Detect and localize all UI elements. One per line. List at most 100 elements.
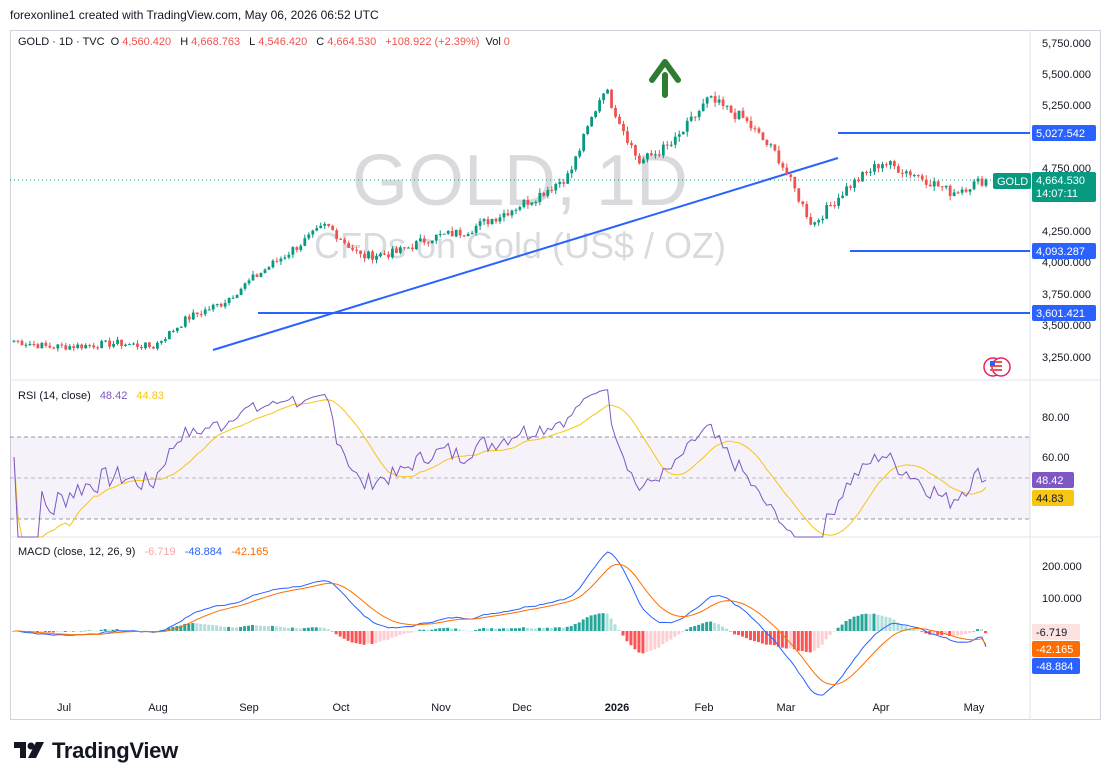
- candle-body: [896, 166, 900, 173]
- candle-body: [789, 174, 793, 177]
- candle-body: [116, 339, 119, 344]
- macd-histogram-bar: [980, 629, 984, 631]
- rsi-pane[interactable]: [13, 389, 987, 538]
- candle-body: [542, 192, 546, 196]
- candle-body: [163, 339, 167, 342]
- macd-histogram-bar: [685, 629, 689, 631]
- candle-body: [502, 213, 506, 218]
- macd-histogram-bar: [772, 631, 776, 646]
- macd-histogram-bar: [816, 631, 820, 649]
- macd-histogram-bar: [641, 631, 645, 654]
- macd-histogram-bar: [812, 631, 816, 651]
- macd-histogram-bar: [521, 627, 525, 631]
- symbol-label[interactable]: GOLD · 1D · TVC: [18, 36, 105, 48]
- macd-histogram-bar: [179, 625, 183, 631]
- candle-body: [869, 171, 872, 173]
- time-axis-label: Nov: [431, 702, 451, 714]
- macd-histogram-bar: [203, 624, 207, 631]
- macd-histogram-bar: [920, 631, 924, 632]
- candle-body: [972, 181, 976, 190]
- candle-body: [76, 344, 80, 349]
- candle-body: [275, 260, 279, 262]
- macd-histogram-bar: [764, 631, 768, 645]
- candle-body: [259, 273, 263, 277]
- macd-tick-label: 100.000: [1042, 593, 1082, 605]
- macd-histogram-bar: [768, 631, 772, 645]
- candle-body: [669, 144, 673, 146]
- candle-body: [64, 345, 68, 350]
- candle-body: [948, 185, 952, 196]
- candle-body: [331, 225, 335, 231]
- macd-histogram-bar: [370, 631, 374, 644]
- macd-histogram-bar: [633, 631, 637, 650]
- macd-histogram-bar: [243, 626, 247, 631]
- candle-body: [215, 303, 219, 305]
- candle-body: [88, 345, 92, 347]
- macd-histogram-bar: [71, 631, 75, 632]
- rsi-title[interactable]: RSI (14, close): [18, 390, 91, 402]
- candle-body: [20, 340, 24, 346]
- candle-body: [271, 260, 275, 268]
- candle-body: [434, 234, 438, 241]
- candle-body: [92, 345, 96, 348]
- candle-body: [598, 100, 601, 112]
- candle-body: [845, 186, 848, 196]
- time-axis-label: Jul: [57, 702, 71, 714]
- candle-body: [761, 132, 765, 140]
- candle-body: [16, 340, 20, 342]
- macd-title[interactable]: MACD (close, 12, 26, 9): [18, 546, 136, 558]
- macd-histogram-bar: [968, 631, 972, 634]
- candle-body: [410, 247, 414, 250]
- candle-body: [908, 171, 912, 176]
- macd-histogram-bar: [426, 629, 430, 631]
- us-flag-icon[interactable]: [983, 357, 1011, 377]
- candle-body: [291, 247, 295, 255]
- macd-histogram-bar: [956, 631, 960, 636]
- candle-body: [626, 131, 629, 143]
- candle-body: [964, 189, 968, 192]
- candle-body: [518, 207, 522, 210]
- macd-histogram-bar: [561, 627, 565, 631]
- ascending-trendline[interactable]: [212, 157, 839, 351]
- macd-histogram-bar: [952, 631, 956, 636]
- macd-histogram-bar: [322, 627, 326, 631]
- macd-histogram-bar: [756, 631, 760, 643]
- macd-histogram-bar: [601, 613, 605, 631]
- macd-histogram-bar: [87, 630, 91, 631]
- candle-body: [152, 346, 155, 349]
- candle-body: [454, 229, 458, 237]
- macd-histogram-bar: [191, 623, 195, 631]
- candle-body: [610, 89, 613, 108]
- countdown-tag: 14:07:11: [1036, 188, 1078, 200]
- candle-body: [367, 251, 370, 259]
- macd-histogram-bar: [792, 631, 796, 650]
- candle-body: [458, 229, 462, 236]
- candle-body: [263, 269, 267, 274]
- macd-histogram-bar: [39, 631, 43, 633]
- last-price-tag-bg: [1032, 172, 1096, 202]
- macd-pane[interactable]: [12, 551, 988, 696]
- candle-body: [661, 144, 665, 156]
- candle-body: [207, 309, 211, 311]
- macd-histogram-bar: [302, 628, 306, 631]
- macd-histogram-bar: [262, 625, 266, 631]
- candle-body: [295, 247, 299, 250]
- macd-histogram-bar: [629, 631, 633, 646]
- candle-body: [96, 347, 100, 349]
- candle-body: [522, 200, 526, 208]
- macd-histogram-bar: [884, 616, 888, 631]
- macd-histogram-bar: [820, 631, 824, 645]
- candle-body: [267, 267, 271, 270]
- macd-histogram-bar: [55, 631, 59, 632]
- candle-body: [223, 303, 227, 307]
- candle-body: [602, 93, 605, 101]
- candle-body: [769, 144, 773, 146]
- candle-body: [478, 221, 482, 226]
- candle-body: [781, 163, 785, 168]
- candle-body: [697, 111, 701, 118]
- tradingview-logo[interactable]: TradingView: [14, 738, 178, 764]
- candle-body: [638, 155, 641, 164]
- candlestick-series[interactable]: [12, 88, 988, 352]
- macd-histogram-bar: [406, 631, 410, 634]
